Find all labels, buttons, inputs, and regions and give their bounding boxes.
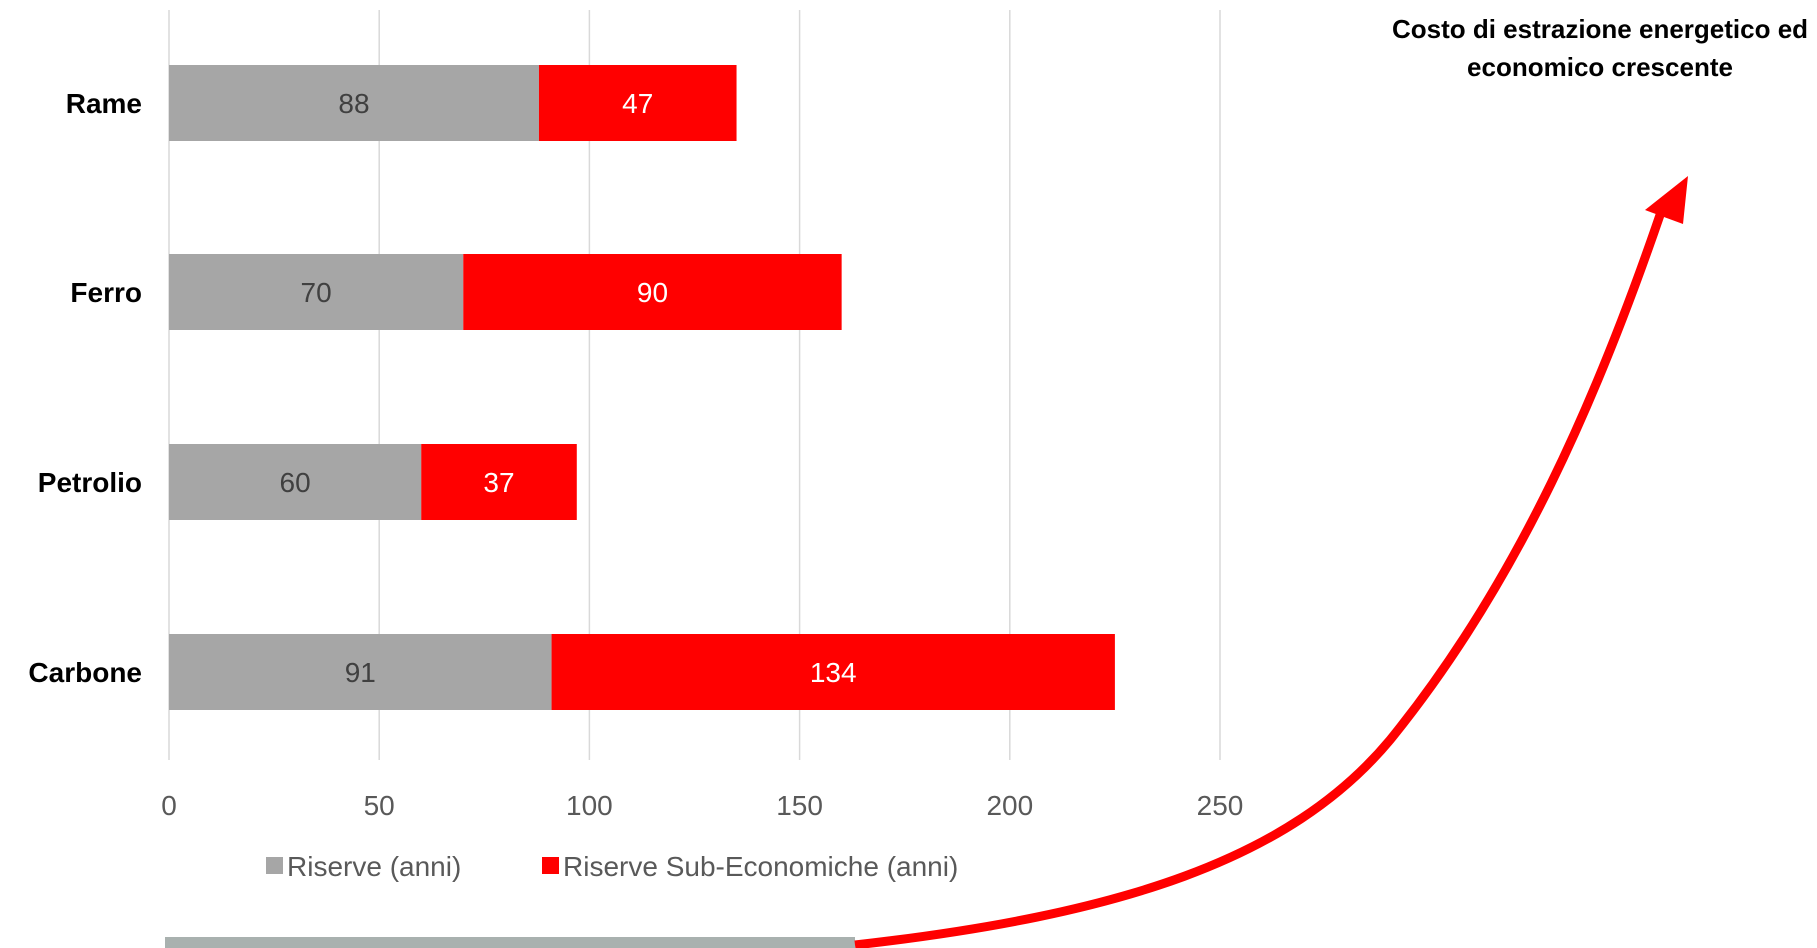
tick-label: 50 xyxy=(364,790,395,821)
bar-segment xyxy=(169,444,422,520)
category-label: Carbone xyxy=(28,657,142,688)
bar-segment xyxy=(463,254,842,330)
x-axis-ticks: 0 50 100 150 200 250 xyxy=(161,790,1243,821)
bar-segment xyxy=(169,634,552,710)
bar-segment xyxy=(421,444,577,520)
category-label: Petrolio xyxy=(38,467,142,498)
trend-arrow-line xyxy=(854,213,1665,948)
tick-label: 0 xyxy=(161,790,177,821)
data-label: 37 xyxy=(483,467,514,498)
tick-label: 150 xyxy=(776,790,823,821)
data-label: 91 xyxy=(345,657,376,688)
legend-label: Riserve (anni) xyxy=(287,851,461,882)
decoration xyxy=(165,176,1688,948)
base-strip xyxy=(165,937,855,948)
bar-segment xyxy=(551,634,1115,710)
data-label: 70 xyxy=(301,277,332,308)
legend: Riserve (anni) Riserve Sub-Economiche (an… xyxy=(266,851,958,882)
legend-label: Riserve Sub-Economiche (anni) xyxy=(563,851,958,882)
legend-swatch xyxy=(266,857,283,874)
bar-segment xyxy=(169,254,464,330)
data-label: 90 xyxy=(637,277,668,308)
bar-segment xyxy=(538,65,737,141)
cost-annotation: Costo di estrazione energetico ed econom… xyxy=(1391,14,1809,82)
data-label: 60 xyxy=(280,467,311,498)
trend-arrow-head xyxy=(1645,176,1688,224)
bar-segment xyxy=(169,65,539,141)
bars-group: 88 47 70 90 60 37 91 134 xyxy=(169,65,1115,710)
category-label: Ferro xyxy=(70,277,142,308)
data-label: 47 xyxy=(622,88,653,119)
legend-swatch xyxy=(542,857,559,874)
tick-label: 100 xyxy=(566,790,613,821)
data-label: 88 xyxy=(338,88,369,119)
tick-label: 250 xyxy=(1197,790,1244,821)
category-labels: Rame Ferro Petrolio Carbone xyxy=(28,88,142,688)
data-label: 134 xyxy=(810,657,857,688)
tick-label: 200 xyxy=(986,790,1033,821)
category-label: Rame xyxy=(66,88,142,119)
